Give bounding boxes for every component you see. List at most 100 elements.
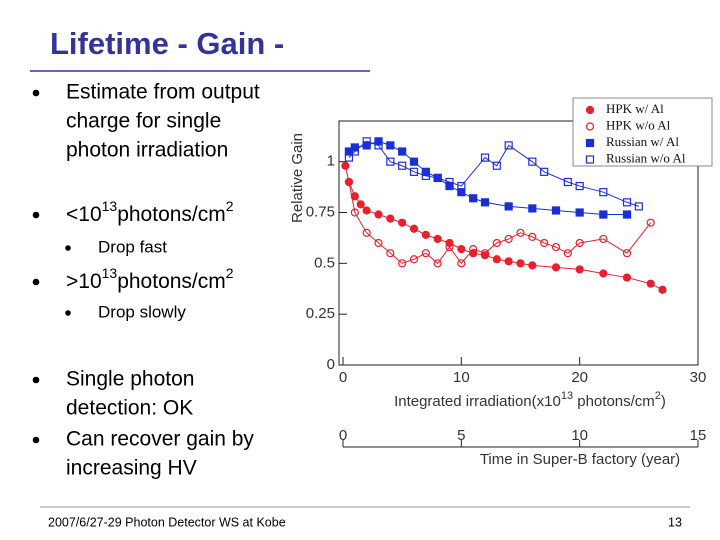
marker — [433, 173, 442, 183]
footer: 2007/6/27-29 Photon Detector WS at Kobe — [48, 515, 286, 529]
legend-label: Russian w/o Al — [606, 150, 686, 165]
text-segment: Integrated irradiation(x10 — [394, 393, 561, 410]
marker — [504, 234, 513, 244]
x-tick-label: 20 — [571, 369, 588, 386]
marker — [492, 238, 501, 248]
legend-marker — [585, 122, 595, 131]
marker — [551, 206, 561, 215]
marker — [386, 214, 395, 223]
marker — [622, 210, 632, 219]
superscript: 13 — [102, 198, 118, 214]
marker — [551, 242, 561, 252]
text-segment: ) — [661, 393, 666, 410]
bullet — [32, 376, 40, 384]
y-tick-label: 0.75 — [306, 203, 335, 220]
marker — [575, 265, 584, 274]
bullet-text: increasing HV — [66, 457, 197, 480]
superscript: 2 — [655, 390, 661, 402]
x2-tick-label: 5 — [457, 427, 465, 444]
marker — [457, 188, 466, 197]
text-segment: photons/cm — [573, 393, 655, 410]
bullet-text: >1013photons/cm2 — [66, 265, 234, 293]
marker — [374, 238, 383, 248]
legend-label: HPK w/o Al — [606, 117, 671, 132]
bullet — [32, 436, 40, 444]
marker — [398, 147, 407, 156]
x-axis-label: Integrated irradiation(x1013 photons/cm2… — [394, 390, 666, 410]
y-tick-label: 0.25 — [306, 305, 335, 322]
marker — [398, 259, 407, 268]
marker — [504, 141, 513, 150]
x-tick-label: 30 — [690, 369, 707, 386]
marker — [516, 228, 525, 237]
slide-title: Lifetime - Gain - — [50, 26, 284, 61]
marker — [362, 206, 371, 215]
bullet — [32, 278, 40, 286]
marker — [622, 273, 632, 282]
marker — [504, 257, 513, 266]
marker — [634, 202, 643, 211]
legend-marker — [585, 155, 595, 164]
marker — [362, 228, 371, 237]
marker — [646, 218, 655, 227]
legend-label: HPK w/ Al — [606, 101, 664, 116]
marker — [599, 210, 608, 219]
marker — [445, 242, 454, 252]
marker — [409, 224, 419, 233]
marker — [457, 259, 466, 268]
x-tick-label: 10 — [453, 369, 470, 386]
y-tick-label: 0 — [327, 356, 335, 373]
bullet-text: detection: OK — [66, 397, 193, 420]
marker — [492, 161, 501, 170]
marker — [480, 249, 490, 258]
legend-box — [572, 97, 713, 167]
marker — [658, 285, 667, 294]
marker — [386, 249, 395, 258]
marker — [528, 261, 537, 270]
bullet-text: Can recover gain by — [66, 428, 254, 451]
superscript: 2 — [226, 198, 234, 214]
bullet — [32, 211, 40, 219]
bullet — [32, 89, 40, 97]
marker — [421, 171, 430, 180]
marker — [599, 269, 608, 278]
text-segment: >10 — [66, 270, 102, 293]
plot-frame — [338, 120, 699, 366]
marker — [551, 263, 561, 272]
marker — [469, 194, 478, 203]
legend-label: Russian w/ Al — [606, 134, 679, 149]
series-line — [348, 181, 652, 265]
marker — [528, 232, 537, 241]
x2-tick-label: 0 — [339, 427, 347, 444]
marker — [409, 167, 419, 176]
marker — [433, 259, 442, 268]
x2-tick-label: 10 — [571, 427, 588, 444]
marker — [480, 153, 490, 162]
y-axis-label: Relative Gain — [289, 133, 306, 223]
marker — [433, 234, 442, 244]
marker — [528, 157, 537, 166]
legend-marker — [585, 105, 595, 115]
marker — [575, 238, 584, 248]
y-tick-label: 1 — [327, 153, 335, 170]
marker — [516, 259, 525, 268]
series-line — [344, 165, 663, 291]
marker — [421, 230, 430, 239]
marker — [356, 200, 365, 209]
marker — [350, 147, 359, 156]
marker — [563, 249, 572, 258]
marker — [409, 157, 419, 166]
marker — [575, 208, 584, 217]
marker — [575, 181, 584, 191]
marker — [504, 202, 513, 211]
bullet — [65, 310, 71, 316]
marker — [457, 245, 466, 254]
marker — [445, 177, 454, 187]
marker — [398, 161, 407, 170]
marker — [492, 255, 501, 264]
marker — [409, 255, 419, 264]
marker — [350, 208, 359, 217]
marker — [398, 218, 407, 227]
marker — [563, 177, 572, 187]
